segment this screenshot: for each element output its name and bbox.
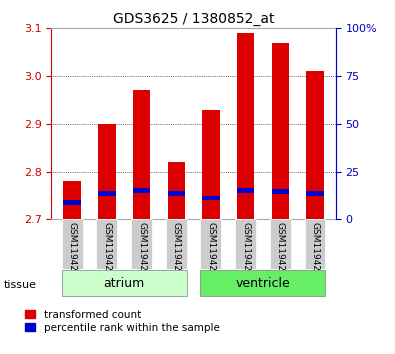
Bar	[202, 196, 220, 200]
Bar	[98, 191, 115, 196]
Bar	[272, 189, 289, 194]
Bar	[64, 200, 81, 205]
Text: tissue: tissue	[4, 280, 37, 290]
FancyBboxPatch shape	[131, 219, 152, 269]
FancyBboxPatch shape	[96, 219, 117, 269]
Text: GSM119428: GSM119428	[276, 222, 285, 277]
Bar	[133, 91, 150, 219]
Text: GSM119424: GSM119424	[137, 222, 146, 276]
Text: GSM119423: GSM119423	[102, 222, 111, 277]
Bar	[167, 191, 185, 196]
Bar	[272, 43, 289, 219]
FancyBboxPatch shape	[270, 219, 291, 269]
Text: GSM119427: GSM119427	[241, 222, 250, 277]
FancyBboxPatch shape	[201, 219, 221, 269]
Bar	[237, 33, 254, 219]
Bar	[133, 188, 150, 193]
Text: atrium: atrium	[103, 277, 145, 290]
FancyBboxPatch shape	[62, 219, 83, 269]
Text: GSM119425: GSM119425	[172, 222, 181, 277]
Legend: transformed count, percentile rank within the sample: transformed count, percentile rank withi…	[25, 310, 220, 333]
Title: GDS3625 / 1380852_at: GDS3625 / 1380852_at	[113, 12, 274, 26]
FancyBboxPatch shape	[201, 270, 325, 296]
Bar	[306, 191, 324, 196]
FancyBboxPatch shape	[166, 219, 186, 269]
Bar	[202, 110, 220, 219]
Bar	[306, 72, 324, 219]
FancyBboxPatch shape	[305, 219, 325, 269]
Bar	[167, 162, 185, 219]
Bar	[237, 188, 254, 193]
FancyBboxPatch shape	[62, 270, 186, 296]
Text: GSM119429: GSM119429	[310, 222, 320, 277]
Text: ventricle: ventricle	[235, 277, 290, 290]
FancyBboxPatch shape	[235, 219, 256, 269]
Text: GSM119426: GSM119426	[207, 222, 215, 277]
Bar	[64, 181, 81, 219]
Text: GSM119422: GSM119422	[68, 222, 77, 276]
Bar	[98, 124, 115, 219]
